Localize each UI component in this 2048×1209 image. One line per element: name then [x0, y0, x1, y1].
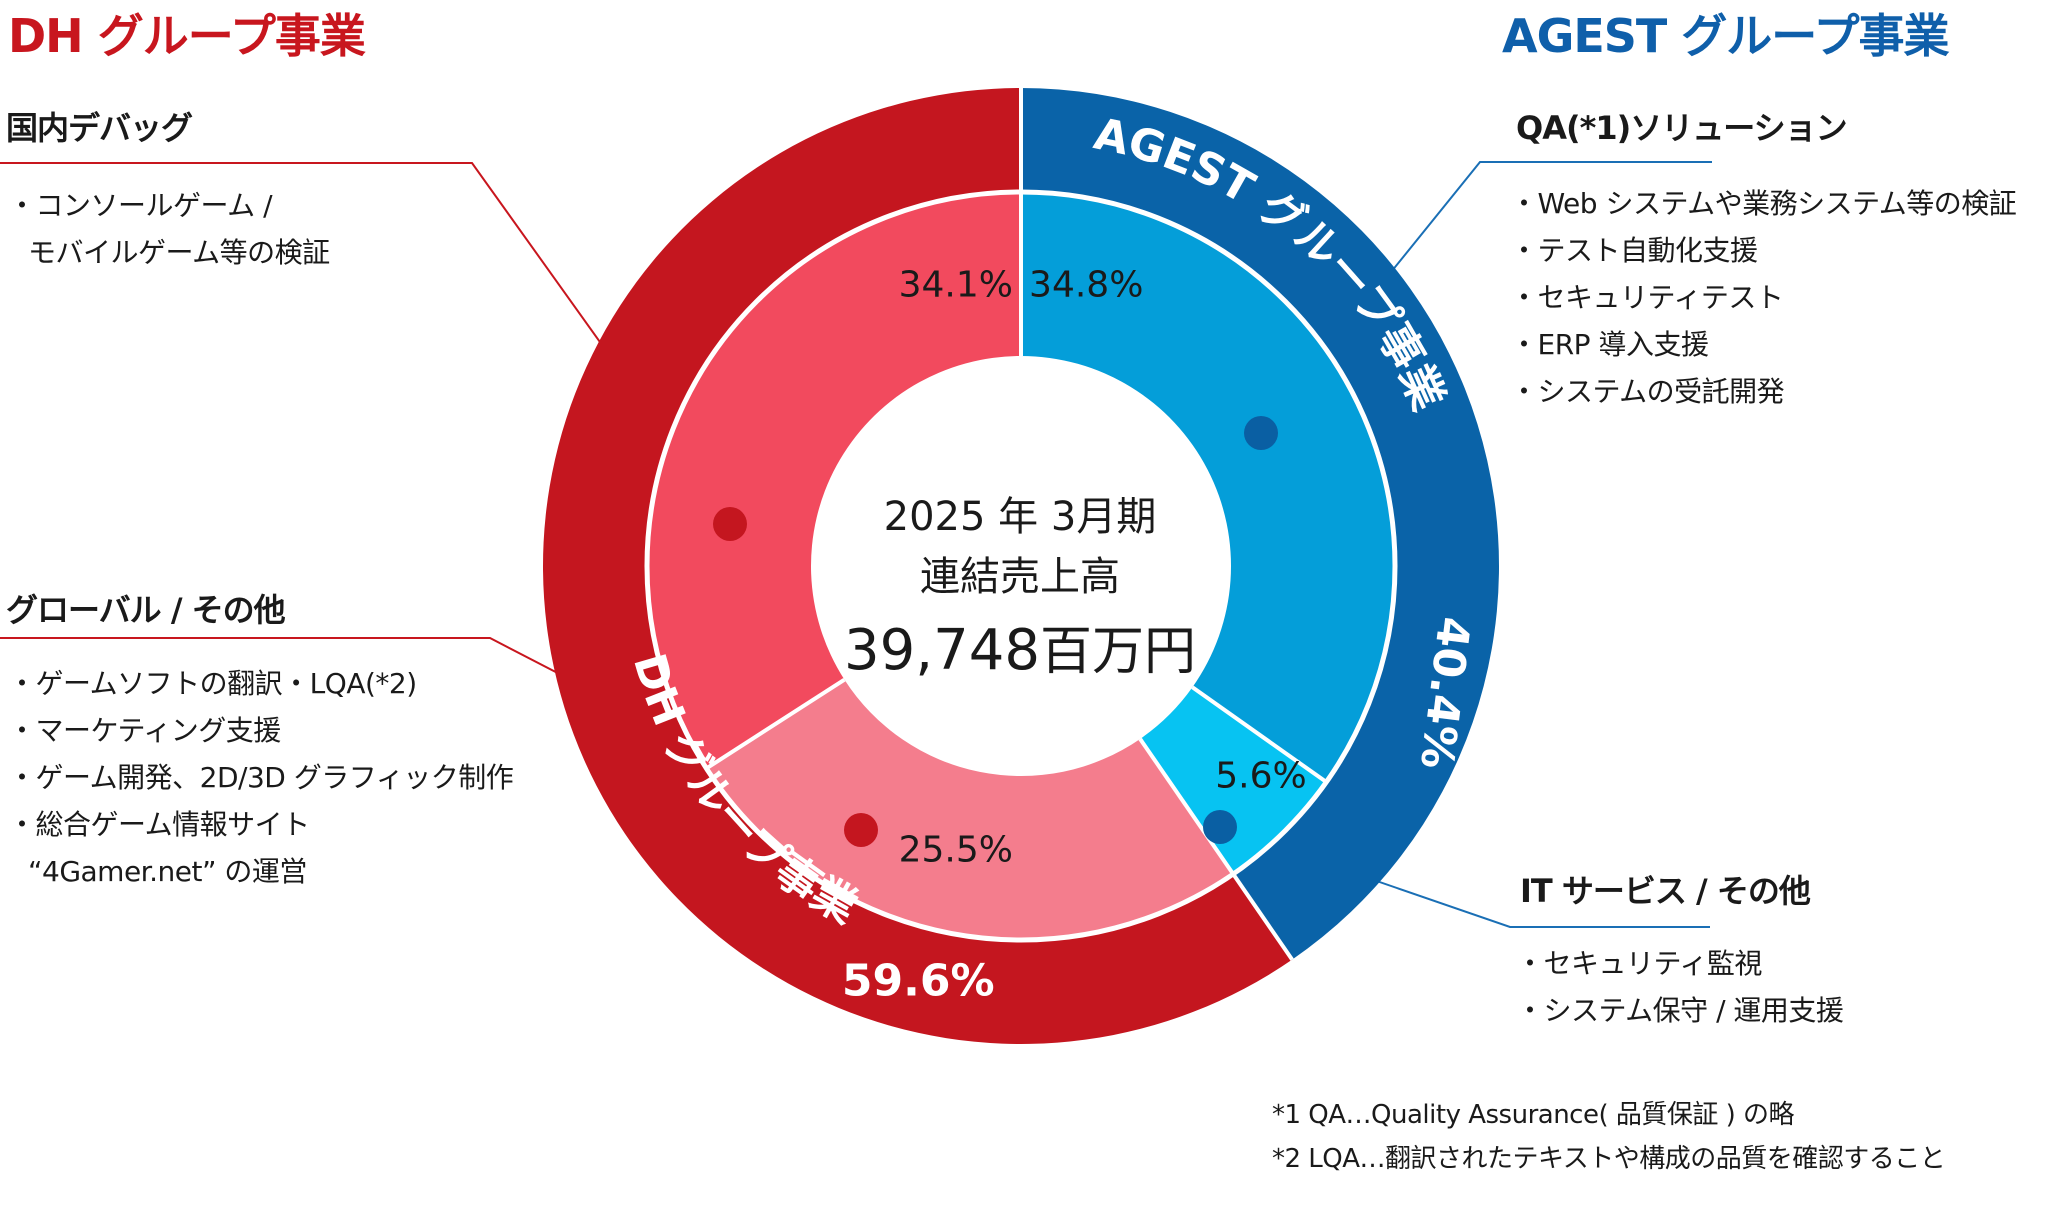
- center-total-unit: 百万円: [1039, 622, 1196, 682]
- global-list: ゲームソフトの翻訳・LQA(*2) マーケティング支援 ゲーム開発、2D/3D …: [8, 660, 514, 895]
- callout-dot: [1203, 810, 1237, 844]
- inner-slice-domestic-debug: [647, 192, 1021, 769]
- it-service-title: IT サービス / その他: [1520, 872, 1811, 910]
- footnote: *1 QA…Quality Assurance( 品質保証 ) の略: [1272, 1100, 1795, 1130]
- list-item: 総合ゲーム情報サイト: [8, 801, 513, 848]
- qa-solution-list: Web システムや業務システム等の検証 テスト自動化支援 セキュリティテスト E…: [1510, 180, 2017, 415]
- list-item: システムの受託開発: [1510, 368, 2016, 415]
- center-sales-caption: 連結売上高: [920, 554, 1120, 600]
- domestic-debug-list: コンソールゲーム / モバイルゲーム等の検証: [8, 182, 330, 276]
- footnote: *2 LQA…翻訳されたテキストや構成の品質を確認すること: [1272, 1144, 1946, 1174]
- list-item: システム保守 / 運用支援: [1516, 987, 1844, 1034]
- list-item: ERP 導入支援: [1510, 321, 2016, 368]
- list-item: Web システムや業務システム等の検証: [1510, 180, 2017, 227]
- callout-dot: [844, 813, 878, 847]
- dh-group-header: DH グループ事業: [8, 9, 366, 63]
- list-item: コンソールゲーム /: [8, 182, 330, 229]
- list-item: セキュリティ監視: [1516, 940, 1843, 987]
- outer-slice-agest: [1021, 88, 1499, 960]
- center-fiscal-period: 2025 年 3月期: [883, 494, 1157, 540]
- inner-divider: [1138, 737, 1235, 876]
- list-item-continuation: “4Gamer.net” の運営: [28, 855, 307, 888]
- inner-pct-label: 34.8%: [1029, 264, 1143, 305]
- inner-pct-label: 25.5%: [899, 830, 1013, 871]
- center-label: 2025 年 3月期 連結売上高 39,748百万円: [810, 488, 1230, 703]
- inner-ring: [647, 192, 1396, 940]
- domestic-debug-title: 国内デバッグ: [6, 109, 193, 147]
- global-title: グローバル / その他: [6, 591, 286, 629]
- list-item: ゲーム開発、2D/3D グラフィック制作: [8, 754, 514, 801]
- callout-dot: [1244, 416, 1278, 450]
- center-total: 39,748百万円: [810, 612, 1230, 703]
- agest-group-header: AGEST グループ事業: [1502, 9, 1950, 63]
- inner-slice-qa-solution: [1021, 192, 1396, 783]
- ring-decorations: [644, 88, 1398, 961]
- qa-solution-title: QA(*1)ソリューション: [1516, 109, 1848, 147]
- list-item: マーケティング支援: [8, 707, 513, 754]
- list-item: ゲームソフトの翻訳・LQA(*2): [8, 660, 513, 707]
- outer-divider: [1231, 872, 1294, 961]
- list-item-continuation: モバイルゲーム等の検証: [28, 236, 330, 269]
- inner-pct-label: 5.6%: [1215, 756, 1306, 797]
- inner-slice-global: [706, 679, 1234, 940]
- callout-dots: [713, 416, 1278, 847]
- inner-pct-label: 34.1%: [899, 264, 1013, 305]
- center-total-value: 39,748: [844, 618, 1040, 683]
- outer-pct-label-dh: 59.6%: [842, 955, 995, 1006]
- list-item: セキュリティテスト: [1510, 274, 2016, 321]
- callout-dot: [713, 507, 747, 541]
- inner-divider: [1191, 685, 1328, 784]
- inner-slice-it-service: [1140, 687, 1327, 875]
- inner-divider: [705, 677, 846, 771]
- footnotes: *1 QA…Quality Assurance( 品質保証 ) の略 *2 LQ…: [1272, 1093, 1946, 1181]
- list-item: テスト自動化支援: [1510, 227, 2016, 274]
- it-service-list: セキュリティ監視 システム保守 / 運用支援: [1516, 940, 1844, 1034]
